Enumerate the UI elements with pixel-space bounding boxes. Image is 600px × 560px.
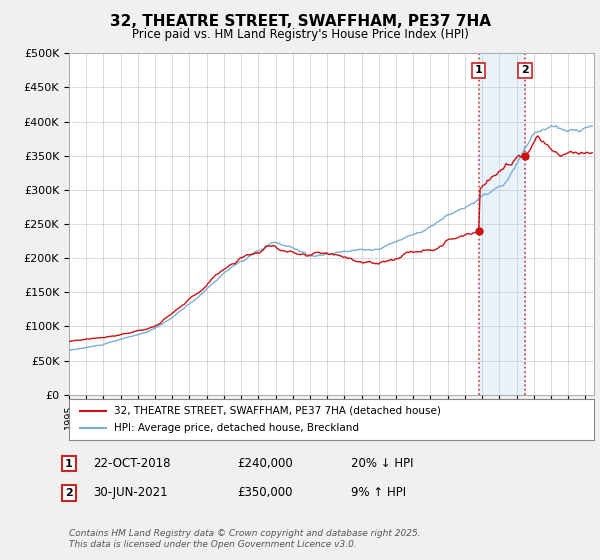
Text: 2: 2	[65, 488, 73, 498]
Text: 9% ↑ HPI: 9% ↑ HPI	[351, 486, 406, 500]
Text: 32, THEATRE STREET, SWAFFHAM, PE37 7HA: 32, THEATRE STREET, SWAFFHAM, PE37 7HA	[110, 14, 491, 29]
Text: HPI: Average price, detached house, Breckland: HPI: Average price, detached house, Brec…	[113, 423, 359, 433]
Text: 1: 1	[65, 459, 73, 469]
Text: 30-JUN-2021: 30-JUN-2021	[93, 486, 167, 500]
Bar	[479, 53, 525, 395]
Text: 22-OCT-2018: 22-OCT-2018	[93, 457, 170, 470]
Text: 2: 2	[521, 66, 529, 75]
Text: 1: 1	[475, 66, 483, 75]
Text: Price paid vs. HM Land Registry's House Price Index (HPI): Price paid vs. HM Land Registry's House …	[131, 28, 469, 41]
Text: £350,000: £350,000	[237, 486, 293, 500]
Text: 20% ↓ HPI: 20% ↓ HPI	[351, 457, 413, 470]
Text: Contains HM Land Registry data © Crown copyright and database right 2025.
This d: Contains HM Land Registry data © Crown c…	[69, 529, 421, 549]
Text: 32, THEATRE STREET, SWAFFHAM, PE37 7HA (detached house): 32, THEATRE STREET, SWAFFHAM, PE37 7HA (…	[113, 405, 440, 416]
Text: £240,000: £240,000	[237, 457, 293, 470]
